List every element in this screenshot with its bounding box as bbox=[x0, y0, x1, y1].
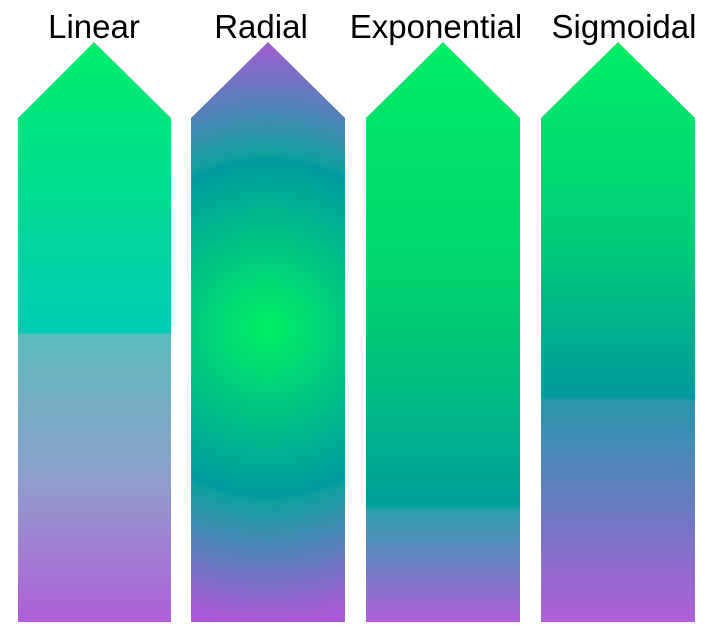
arrow bbox=[191, 42, 345, 622]
panel: Sigmoidal bbox=[541, 8, 696, 622]
panel-label: Exponential bbox=[350, 8, 522, 45]
panel: Exponential bbox=[350, 8, 522, 622]
panel: Linear bbox=[18, 8, 171, 622]
panel-label: Sigmoidal bbox=[552, 8, 697, 45]
arrow bbox=[541, 42, 695, 622]
arrow bbox=[18, 42, 171, 622]
panel-label: Linear bbox=[48, 8, 140, 45]
arrow bbox=[366, 42, 520, 622]
panel-label: Radial bbox=[214, 8, 308, 45]
panel: Radial bbox=[191, 8, 345, 622]
